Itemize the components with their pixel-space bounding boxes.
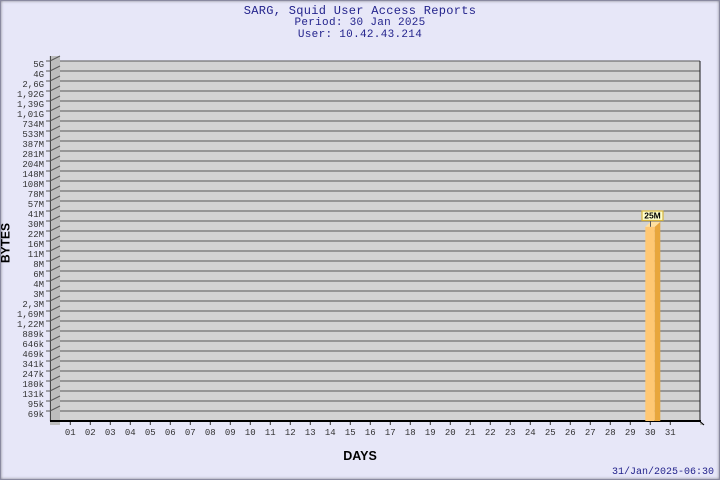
svg-text:25: 25 bbox=[545, 428, 556, 438]
svg-text:41M: 41M bbox=[28, 210, 44, 220]
svg-text:06: 06 bbox=[165, 428, 176, 438]
svg-text:4M: 4M bbox=[33, 280, 44, 290]
svg-text:15: 15 bbox=[345, 428, 356, 438]
svg-text:30M: 30M bbox=[28, 220, 44, 230]
svg-text:131k: 131k bbox=[22, 390, 44, 400]
svg-text:646k: 646k bbox=[22, 340, 44, 350]
svg-text:22: 22 bbox=[485, 428, 496, 438]
svg-text:17: 17 bbox=[385, 428, 396, 438]
svg-text:148M: 148M bbox=[22, 170, 44, 180]
svg-text:8M: 8M bbox=[33, 260, 44, 270]
svg-text:1,92G: 1,92G bbox=[17, 90, 44, 100]
svg-text:69k: 69k bbox=[28, 410, 44, 420]
svg-text:20: 20 bbox=[445, 428, 456, 438]
svg-text:23: 23 bbox=[505, 428, 516, 438]
svg-text:1,69M: 1,69M bbox=[17, 310, 44, 320]
svg-text:31/Jan/2025-06:30: 31/Jan/2025-06:30 bbox=[612, 466, 714, 478]
svg-text:247k: 247k bbox=[22, 370, 44, 380]
svg-text:4G: 4G bbox=[33, 70, 44, 80]
svg-text:341k: 341k bbox=[22, 360, 44, 370]
svg-text:05: 05 bbox=[145, 428, 156, 438]
svg-text:25M: 25M bbox=[644, 211, 661, 221]
svg-text:1,39G: 1,39G bbox=[17, 100, 44, 110]
svg-text:2,6G: 2,6G bbox=[22, 80, 44, 90]
svg-text:13: 13 bbox=[305, 428, 316, 438]
svg-text:28: 28 bbox=[605, 428, 616, 438]
svg-text:204M: 204M bbox=[22, 160, 44, 170]
svg-text:DAYS: DAYS bbox=[343, 449, 377, 463]
svg-text:19: 19 bbox=[425, 428, 436, 438]
svg-text:08: 08 bbox=[205, 428, 216, 438]
svg-text:14: 14 bbox=[325, 428, 336, 438]
svg-text:108M: 108M bbox=[22, 180, 44, 190]
svg-text:11: 11 bbox=[265, 428, 276, 438]
svg-text:889k: 889k bbox=[22, 330, 44, 340]
svg-text:95k: 95k bbox=[28, 400, 44, 410]
svg-text:01: 01 bbox=[65, 428, 76, 438]
svg-text:07: 07 bbox=[185, 428, 196, 438]
svg-text:21: 21 bbox=[465, 428, 476, 438]
svg-text:BYTES: BYTES bbox=[0, 223, 13, 263]
svg-text:180k: 180k bbox=[22, 380, 44, 390]
svg-text:16: 16 bbox=[365, 428, 376, 438]
svg-text:27: 27 bbox=[585, 428, 596, 438]
svg-text:30: 30 bbox=[645, 428, 656, 438]
svg-text:5G: 5G bbox=[33, 60, 44, 70]
svg-text:18: 18 bbox=[405, 428, 416, 438]
svg-text:03: 03 bbox=[105, 428, 116, 438]
svg-text:10: 10 bbox=[245, 428, 256, 438]
svg-text:31: 31 bbox=[665, 428, 676, 438]
svg-text:57M: 57M bbox=[28, 200, 44, 210]
svg-text:12: 12 bbox=[285, 428, 296, 438]
svg-text:22M: 22M bbox=[28, 230, 44, 240]
svg-text:78M: 78M bbox=[28, 190, 44, 200]
svg-text:24: 24 bbox=[525, 428, 536, 438]
svg-text:16M: 16M bbox=[28, 240, 44, 250]
svg-text:734M: 734M bbox=[22, 120, 44, 130]
svg-text:04: 04 bbox=[125, 428, 136, 438]
svg-text:533M: 533M bbox=[22, 130, 44, 140]
svg-text:6M: 6M bbox=[33, 270, 44, 280]
svg-text:2,3M: 2,3M bbox=[22, 300, 44, 310]
svg-text:02: 02 bbox=[85, 428, 96, 438]
svg-text:26: 26 bbox=[565, 428, 576, 438]
svg-text:281M: 281M bbox=[22, 150, 44, 160]
svg-text:3M: 3M bbox=[33, 290, 44, 300]
svg-text:09: 09 bbox=[225, 428, 236, 438]
svg-text:1,22M: 1,22M bbox=[17, 320, 44, 330]
svg-text:11M: 11M bbox=[28, 250, 44, 260]
svg-text:29: 29 bbox=[625, 428, 636, 438]
svg-text:387M: 387M bbox=[22, 140, 44, 150]
svg-text:1,01G: 1,01G bbox=[17, 110, 44, 120]
svg-text:469k: 469k bbox=[22, 350, 44, 360]
